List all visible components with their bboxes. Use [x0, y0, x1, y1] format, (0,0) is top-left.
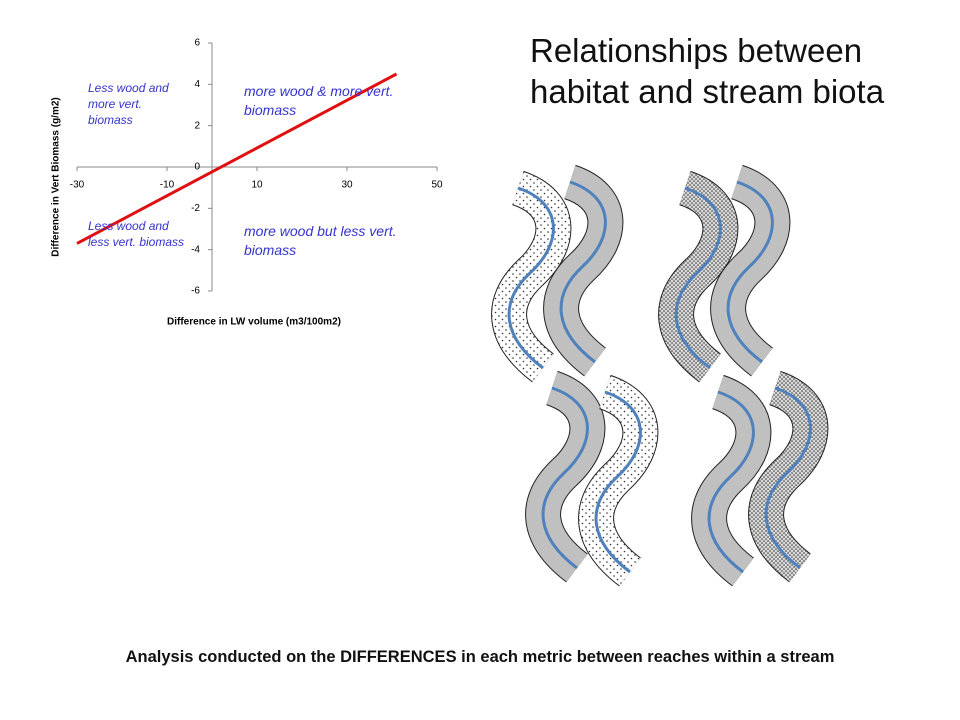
- y-tick-label: -6: [191, 286, 200, 297]
- annotation: Less wood and more vert. biomass: [88, 81, 169, 128]
- y-tick-label: 4: [194, 79, 200, 90]
- stream-channel: [525, 370, 606, 583]
- stream-line: [541, 386, 589, 570]
- stream-diagrams: [491, 164, 829, 587]
- x-tick-label: -30: [70, 180, 85, 191]
- stream-line: [507, 186, 555, 370]
- annotation: more wood & more vert. biomass: [244, 83, 394, 118]
- footer: Analysis conducted on the DIFFERENCES in…: [125, 648, 835, 666]
- stream-line: [707, 390, 755, 574]
- stream-channel: [578, 374, 659, 587]
- stream-channel: [543, 164, 624, 377]
- y-axis-label: Difference in Vert Biomass (g/m2): [51, 97, 62, 257]
- stream-line: [559, 180, 607, 364]
- x-tick-label: 50: [431, 180, 443, 191]
- stream-line: [594, 390, 642, 574]
- x-tick-label: 10: [251, 180, 263, 191]
- stream-channel: [748, 370, 829, 583]
- y-tick-label: 6: [194, 38, 200, 49]
- slide-title: Relationships between habitat and stream…: [530, 32, 885, 111]
- annotation: more wood but less vert. biomass: [244, 223, 397, 258]
- x-axis-label: Difference in LW volume (m3/100m2): [167, 317, 341, 328]
- stream-channel: [710, 164, 791, 377]
- stream-channel: [658, 170, 739, 383]
- data-line: [76, 72, 398, 245]
- stream-line: [764, 386, 812, 570]
- y-tick-label: 0: [194, 162, 200, 173]
- y-tick-label: 2: [194, 120, 200, 131]
- x-tick-label: -10: [160, 180, 175, 191]
- x-tick-label: 30: [341, 180, 353, 191]
- y-tick-label: -2: [191, 203, 200, 214]
- annotation: Less wood and less vert. biomass: [88, 219, 185, 250]
- y-tick-label: -4: [191, 244, 200, 255]
- stream-line: [726, 180, 774, 364]
- stream-channel: [491, 170, 572, 383]
- stream-line: [674, 186, 722, 370]
- stream-channel: [691, 374, 772, 587]
